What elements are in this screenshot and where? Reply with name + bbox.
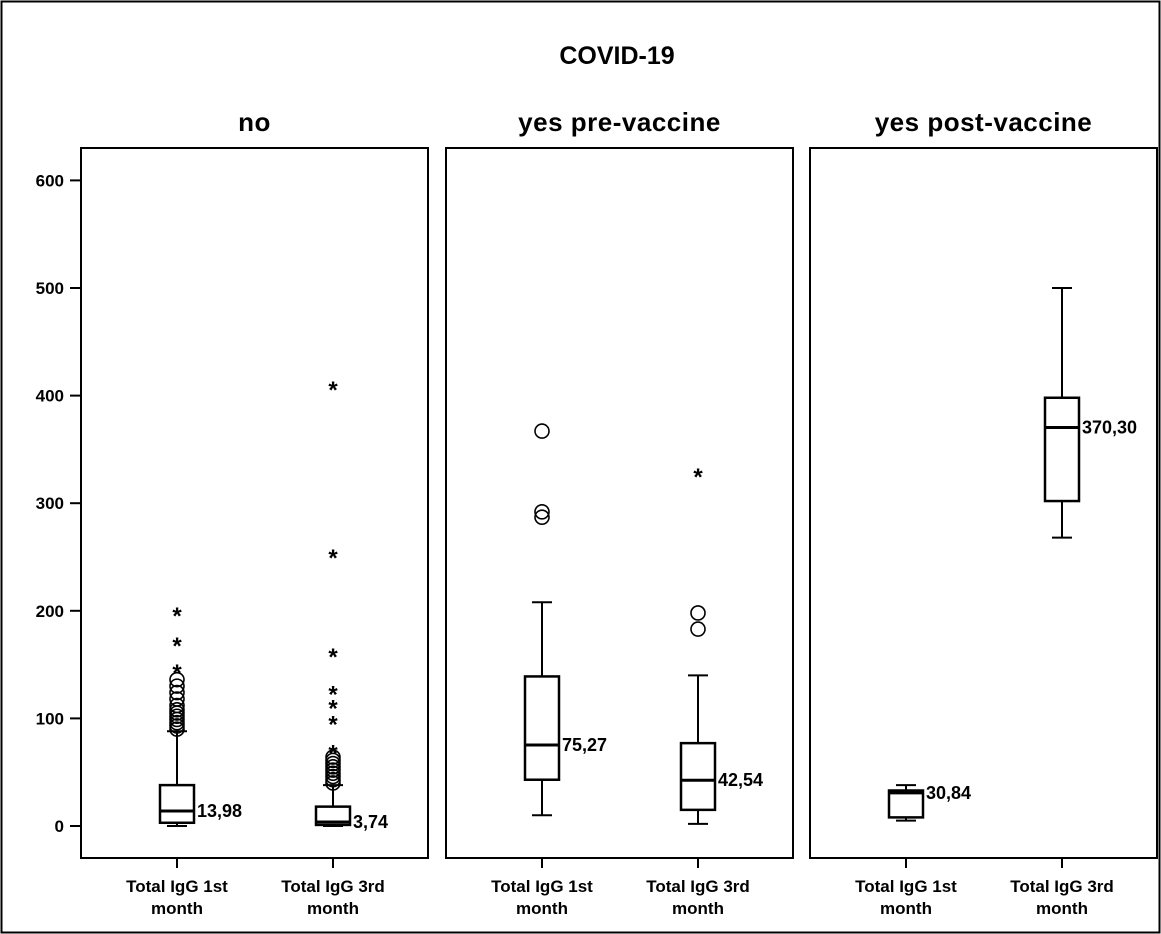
outlier-circle (325, 749, 341, 765)
y-tick-label: 300 (36, 494, 64, 513)
category-label: month (1036, 899, 1088, 918)
median-label: 370,30 (1082, 418, 1137, 438)
iqr-box (1043, 396, 1081, 503)
panel-frame (809, 147, 1158, 859)
outlier-star: * (328, 712, 338, 739)
outlier-star: * (328, 644, 338, 671)
outlier-circle (690, 605, 706, 621)
box: 30,84 Total IgG 1st month (855, 783, 971, 918)
outlier-star: * (172, 633, 182, 660)
y-tick-label: 400 (36, 387, 64, 406)
category-label: Total IgG 3rd (646, 877, 750, 896)
panel-title: no (238, 107, 271, 137)
y-axis: 0 100 200 300 400 500 600 (36, 171, 81, 836)
y-tick-label: 100 (36, 709, 64, 728)
category-label: Total IgG 3rd (1010, 877, 1114, 896)
outlier-circle (169, 701, 185, 718)
category-label: month (516, 899, 568, 918)
panel-title: yes post-vaccine (875, 107, 1093, 137)
category-label: Total IgG 1st (491, 877, 593, 896)
median-label: 75,27 (562, 735, 607, 755)
outlier-star: * (172, 603, 182, 630)
outlier-circle (534, 504, 550, 520)
outlier-circle (169, 697, 185, 714)
outlier-star: * (328, 377, 338, 404)
iqr-box (887, 789, 925, 819)
outlier-star: * (328, 682, 338, 709)
box: 75,27 Total IgG 1st month (491, 423, 607, 918)
box: 370,30 Total IgG 3rd month (1010, 287, 1137, 918)
category-label: month (672, 899, 724, 918)
category-label: Total IgG 3rd (281, 877, 385, 896)
outlier-circle (534, 509, 550, 525)
y-tick-label: 200 (36, 602, 64, 621)
outlier-circle (169, 678, 185, 694)
median-label: 3,74 (353, 812, 388, 832)
y-tick-label: 0 (55, 817, 64, 836)
y-tick-label: 500 (36, 279, 64, 298)
iqr-box (679, 741, 717, 812)
median-label: 13,98 (197, 801, 242, 821)
category-label: month (151, 899, 203, 918)
panel-frame (80, 147, 429, 859)
outlier-circle (169, 671, 185, 688)
category-label: month (307, 899, 359, 918)
category-label: Total IgG 1st (855, 877, 957, 896)
outlier-circle (534, 423, 550, 439)
chart-title: COVID-19 (559, 42, 674, 70)
outlier-circle (690, 621, 706, 637)
outlier-star: * (172, 660, 182, 687)
outlier-star: * (328, 695, 338, 722)
iqr-box (314, 805, 352, 827)
outlier-circle (169, 684, 185, 701)
outlier-star: * (328, 741, 338, 768)
category-label: Total IgG 1st (126, 877, 228, 896)
panel-frame (445, 147, 794, 859)
median-label: 42,54 (718, 770, 763, 790)
box: 42,54 * Total IgG 3rd month (646, 464, 763, 918)
outlier-star: * (328, 545, 338, 572)
outlier-star: * (693, 464, 703, 491)
panel-title: yes pre-vaccine (518, 107, 721, 137)
iqr-box (158, 783, 196, 825)
median-label: 30,84 (926, 783, 971, 803)
iqr-box (523, 675, 561, 781)
outlier-circle (169, 691, 185, 707)
y-tick-label: 600 (36, 171, 64, 190)
category-label: month (880, 899, 932, 918)
